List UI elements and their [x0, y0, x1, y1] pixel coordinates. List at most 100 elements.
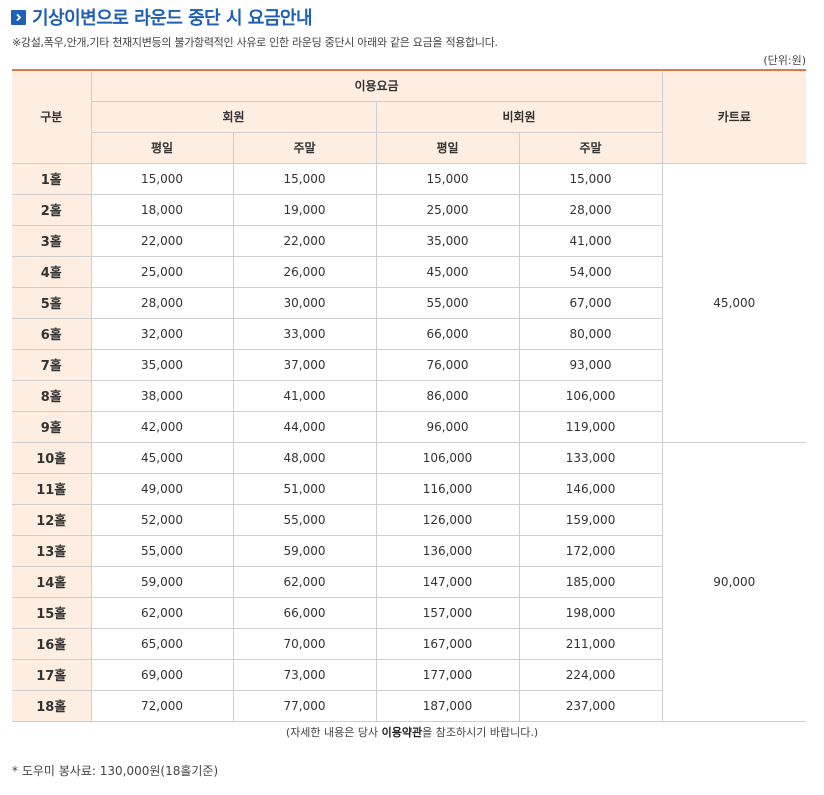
fee-cell-nonmember-weekend: 93,000: [518, 348, 663, 381]
fee-cell-member-weekday: 38,000: [90, 379, 234, 412]
fee-cell-nonmember-weekday: 86,000: [375, 379, 520, 412]
fee-cell-nonmember-weekend: 133,000: [518, 441, 663, 474]
fee-cell-member-weekend: 30,000: [232, 286, 377, 319]
fee-cell-member-weekday: 28,000: [90, 286, 234, 319]
fee-cell-nonmember-weekend: 172,000: [518, 534, 663, 567]
fee-cell-nonmember-weekday: 45,000: [375, 255, 520, 288]
fee-cell-member-weekend: 37,000: [232, 348, 377, 381]
fee-cell-member-weekend: 41,000: [232, 379, 377, 412]
fee-cell-member-weekday: 52,000: [90, 503, 234, 536]
fee-cell-member-weekday: 59,000: [90, 565, 234, 598]
hole-label: 13홀: [12, 534, 92, 567]
fee-cell-nonmember-weekday: 126,000: [375, 503, 520, 536]
fee-cell-member-weekend: 55,000: [232, 503, 377, 536]
table-row: 15홀 62,000 66,000 157,000 198,000: [12, 596, 806, 629]
fee-cell-member-weekday: 69,000: [90, 658, 234, 691]
fee-cell-member-weekend: 66,000: [232, 596, 377, 629]
fee-cell-member-weekend: 73,000: [232, 658, 377, 691]
hole-label: 2홀: [12, 193, 92, 226]
fee-cell-nonmember-weekend: 185,000: [518, 565, 663, 598]
fee-cell-nonmember-weekend: 146,000: [518, 472, 663, 505]
chevron-right-icon: [11, 9, 26, 25]
fee-cell-nonmember-weekend: 15,000: [518, 162, 663, 195]
hole-label: 11홀: [12, 472, 92, 505]
fee-cell-nonmember-weekend: 237,000: [518, 689, 663, 722]
fee-cell-member-weekday: 42,000: [90, 410, 234, 443]
fee-cell-nonmember-weekday: 157,000: [375, 596, 520, 629]
fee-cell-nonmember-weekend: 80,000: [518, 317, 663, 350]
table-row: 6홀 32,000 33,000 66,000 80,000: [12, 317, 806, 350]
fee-cell-member-weekday: 18,000: [90, 193, 234, 226]
footnote-text-after: 을 참조하시기 바랍니다.): [422, 726, 539, 739]
fee-cell-member-weekday: 45,000: [90, 441, 234, 474]
fee-cell-member-weekday: 62,000: [90, 596, 234, 629]
page-title: 기상이변으로 라운드 중단 시 요금안내: [32, 8, 313, 29]
fee-cell-nonmember-weekday: 136,000: [375, 534, 520, 567]
header-non-member: 비회원: [375, 100, 663, 133]
fee-table-body: 1홀 15,000 15,000 15,000 15,000 45,000 2홀 18,000…: [12, 162, 807, 722]
fee-cell-member-weekday: 55,000: [90, 534, 234, 567]
fee-cell-member-weekend: 33,000: [232, 317, 377, 350]
notice-text: ※강설,폭우,안개,기타 천재지변등의 불가항력적인 사유로 인한 라운딩 중단…: [12, 36, 498, 49]
fee-cell-member-weekday: 22,000: [90, 224, 234, 257]
hole-label: 7홀: [12, 348, 92, 381]
fee-cell-member-weekday: 35,000: [90, 348, 234, 381]
fee-cell-nonmember-weekday: 15,000: [375, 162, 520, 195]
fee-cell-nonmember-weekday: 35,000: [375, 224, 520, 257]
header-nonmember-weekday: 평일: [375, 131, 520, 164]
fee-cell-nonmember-weekday: 177,000: [375, 658, 520, 691]
unit-label: (단위:원): [763, 54, 806, 67]
table-row: 17홀 69,000 73,000 177,000 224,000: [12, 658, 806, 691]
table-row: 13홀 55,000 59,000 136,000 172,000: [12, 534, 806, 567]
fee-cell-nonmember-weekend: 119,000: [518, 410, 663, 443]
fee-cell-nonmember-weekend: 211,000: [518, 627, 663, 660]
fee-cell-nonmember-weekend: 41,000: [518, 224, 663, 257]
fee-table: 구분 이용요금 카트료 회원 비회원 평일 주말 평일 주말 1홀 15,000 1…: [12, 69, 807, 722]
hole-label: 18홀: [12, 689, 92, 722]
header-nonmember-weekend: 주말: [518, 131, 663, 164]
hole-label: 16홀: [12, 627, 92, 660]
fee-cell-nonmember-weekend: 106,000: [518, 379, 663, 412]
fee-cell-nonmember-weekend: 198,000: [518, 596, 663, 629]
fee-cell-member-weekend: 62,000: [232, 565, 377, 598]
table-row: 14홀 59,000 62,000 147,000 185,000: [12, 565, 806, 598]
hole-label: 8홀: [12, 379, 92, 412]
fee-cell-member-weekend: 59,000: [232, 534, 377, 567]
fee-cell-nonmember-weekday: 167,000: [375, 627, 520, 660]
hole-label: 17홀: [12, 658, 92, 691]
hole-label: 6홀: [12, 317, 92, 350]
cart-fee-front-nine: 45,000: [661, 162, 807, 443]
fee-cell-member-weekend: 77,000: [232, 689, 377, 722]
fee-cell-member-weekday: 25,000: [90, 255, 234, 288]
hole-label: 3홀: [12, 224, 92, 257]
table-row: 16홀 65,000 70,000 167,000 211,000: [12, 627, 806, 660]
fee-cell-nonmember-weekday: 106,000: [375, 441, 520, 474]
hole-label: 5홀: [12, 286, 92, 319]
header-cart-fee: 카트료: [661, 69, 807, 164]
section-title: 기상이변으로 라운드 중단 시 요금안내: [11, 6, 313, 29]
terms-footnote: (자세한 내용은 당사 이용약관을 참조하시기 바랍니다.): [0, 724, 824, 740]
table-row: 12홀 52,000 55,000 126,000 159,000: [12, 503, 806, 536]
fee-cell-nonmember-weekday: 76,000: [375, 348, 520, 381]
fee-cell-nonmember-weekday: 116,000: [375, 472, 520, 505]
fee-cell-nonmember-weekday: 96,000: [375, 410, 520, 443]
table-row: 10홀 45,000 48,000 106,000 133,000 90,000: [12, 441, 807, 722]
fee-cell-member-weekday: 32,000: [90, 317, 234, 350]
table-row: 9홀 42,000 44,000 96,000 119,000: [12, 410, 806, 443]
fee-cell-member-weekday: 65,000: [90, 627, 234, 660]
cart-fee-back-nine: 90,000: [661, 441, 807, 722]
fee-cell-nonmember-weekend: 28,000: [518, 193, 663, 226]
fee-cell-member-weekend: 26,000: [232, 255, 377, 288]
hole-label: 4홀: [12, 255, 92, 288]
fee-cell-member-weekend: 19,000: [232, 193, 377, 226]
header-usage-fee: 이용요금: [90, 69, 663, 102]
fee-cell-member-weekend: 44,000: [232, 410, 377, 443]
table-row: 8홀 38,000 41,000 86,000 106,000: [12, 379, 806, 412]
table-row: 5홀 28,000 30,000 55,000 67,000: [12, 286, 806, 319]
fee-cell-nonmember-weekend: 54,000: [518, 255, 663, 288]
fee-cell-nonmember-weekend: 67,000: [518, 286, 663, 319]
hole-label: 1홀: [12, 162, 92, 195]
caddie-fee-note: * 도우미 봉사료: 130,000원(18홀기준): [12, 764, 219, 778]
fee-cell-nonmember-weekday: 25,000: [375, 193, 520, 226]
fee-cell-nonmember-weekday: 187,000: [375, 689, 520, 722]
